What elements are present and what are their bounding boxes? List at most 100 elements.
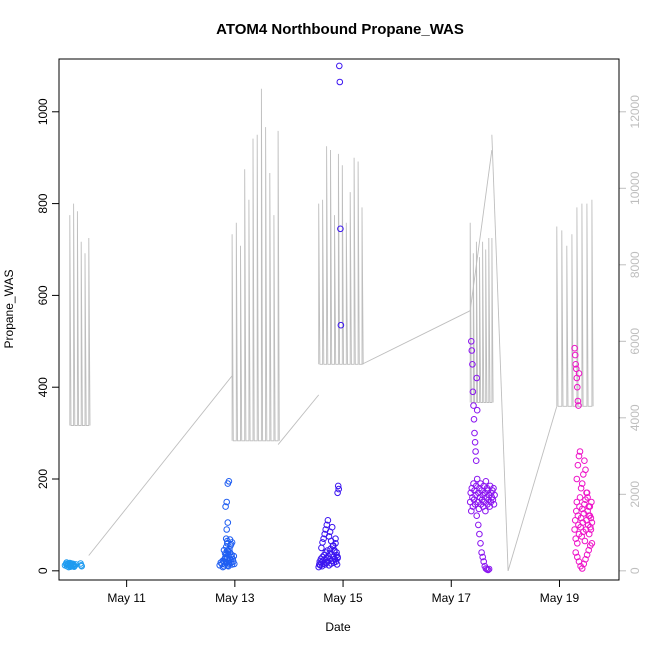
- point: [470, 416, 478, 423]
- point: [227, 556, 234, 564]
- point: [334, 489, 341, 497]
- point: [228, 539, 236, 546]
- point: [571, 526, 578, 533]
- point: [578, 533, 586, 540]
- point: [223, 498, 230, 506]
- point: [225, 478, 233, 485]
- point: [222, 551, 230, 558]
- point: [324, 517, 332, 524]
- point: [337, 321, 345, 329]
- plot-frame: [58, 58, 620, 581]
- y-tick-label: 200: [36, 469, 50, 489]
- point: [334, 553, 341, 561]
- series-0: [61, 559, 85, 571]
- y2-tick-label: 8000: [628, 251, 642, 278]
- point: [336, 62, 343, 70]
- point: [490, 484, 497, 492]
- y2-tick-label: 12000: [628, 95, 642, 129]
- y-axis-label: Propane_WAS: [2, 270, 16, 349]
- secondary-trace-group-2: [318, 146, 364, 365]
- point: [572, 535, 580, 543]
- point: [479, 553, 487, 561]
- point: [336, 78, 344, 86]
- point: [472, 448, 479, 455]
- y2-tick-label: 6000: [628, 328, 642, 355]
- point: [571, 344, 578, 352]
- point: [475, 521, 482, 529]
- point: [224, 519, 232, 526]
- point: [491, 491, 498, 499]
- point: [71, 562, 78, 570]
- point: [472, 457, 480, 465]
- point: [473, 406, 481, 414]
- y-tick-label: 800: [36, 193, 50, 213]
- secondary-connector-3: [469, 149, 493, 311]
- point: [571, 351, 579, 359]
- point: [326, 555, 334, 563]
- point: [575, 452, 583, 460]
- point: [587, 526, 595, 533]
- point: [222, 503, 229, 510]
- point: [582, 466, 589, 474]
- point: [226, 560, 233, 567]
- point: [468, 347, 476, 354]
- point: [337, 225, 344, 233]
- data-points: [61, 62, 596, 574]
- point: [476, 530, 483, 538]
- point: [582, 556, 589, 563]
- point: [468, 338, 475, 345]
- point: [585, 546, 593, 554]
- series-1: [216, 478, 238, 571]
- y2-tick-label: 2000: [628, 481, 642, 508]
- point: [332, 535, 339, 543]
- secondary-connector-4: [491, 134, 509, 571]
- point: [231, 560, 238, 568]
- point: [224, 547, 231, 554]
- point: [584, 494, 591, 501]
- y-tick-label: 600: [36, 285, 50, 305]
- point: [572, 549, 580, 556]
- secondary-connector-1: [277, 394, 320, 445]
- point: [583, 551, 591, 559]
- point: [335, 485, 343, 493]
- x-tick-label: May 13: [215, 591, 255, 605]
- point: [578, 565, 586, 572]
- point: [482, 507, 489, 515]
- point: [581, 457, 588, 465]
- point: [470, 402, 477, 409]
- point: [576, 448, 584, 455]
- point: [485, 565, 493, 573]
- point: [587, 542, 594, 549]
- point: [478, 549, 485, 556]
- point: [586, 512, 594, 520]
- secondary-trace-group-0: [69, 203, 91, 426]
- point: [333, 549, 340, 556]
- point: [469, 388, 477, 396]
- point: [473, 512, 481, 520]
- secondary-trace-group-1: [231, 88, 280, 442]
- secondary-trace-group-3: [469, 222, 494, 403]
- point: [575, 370, 583, 377]
- point: [576, 494, 584, 501]
- point: [484, 566, 492, 574]
- y-tick-label: 400: [36, 377, 50, 397]
- x-tick-label: May 17: [432, 591, 472, 605]
- x-axis-label: Date: [325, 620, 351, 634]
- y-tick-label: 0: [36, 567, 50, 574]
- secondary-trace: [69, 88, 594, 571]
- point: [323, 554, 330, 562]
- point: [473, 374, 481, 382]
- point: [581, 537, 589, 545]
- y2-tick-label: 0: [628, 567, 642, 574]
- x-tick-label: May 19: [540, 591, 580, 605]
- series-2: [315, 62, 345, 571]
- point: [223, 526, 230, 533]
- secondary-connector-0: [88, 375, 233, 556]
- secondary-trace-group-4: [556, 199, 594, 407]
- point: [477, 540, 484, 547]
- point: [577, 484, 585, 492]
- series-4: [571, 344, 596, 572]
- point: [490, 501, 498, 508]
- point: [574, 540, 581, 547]
